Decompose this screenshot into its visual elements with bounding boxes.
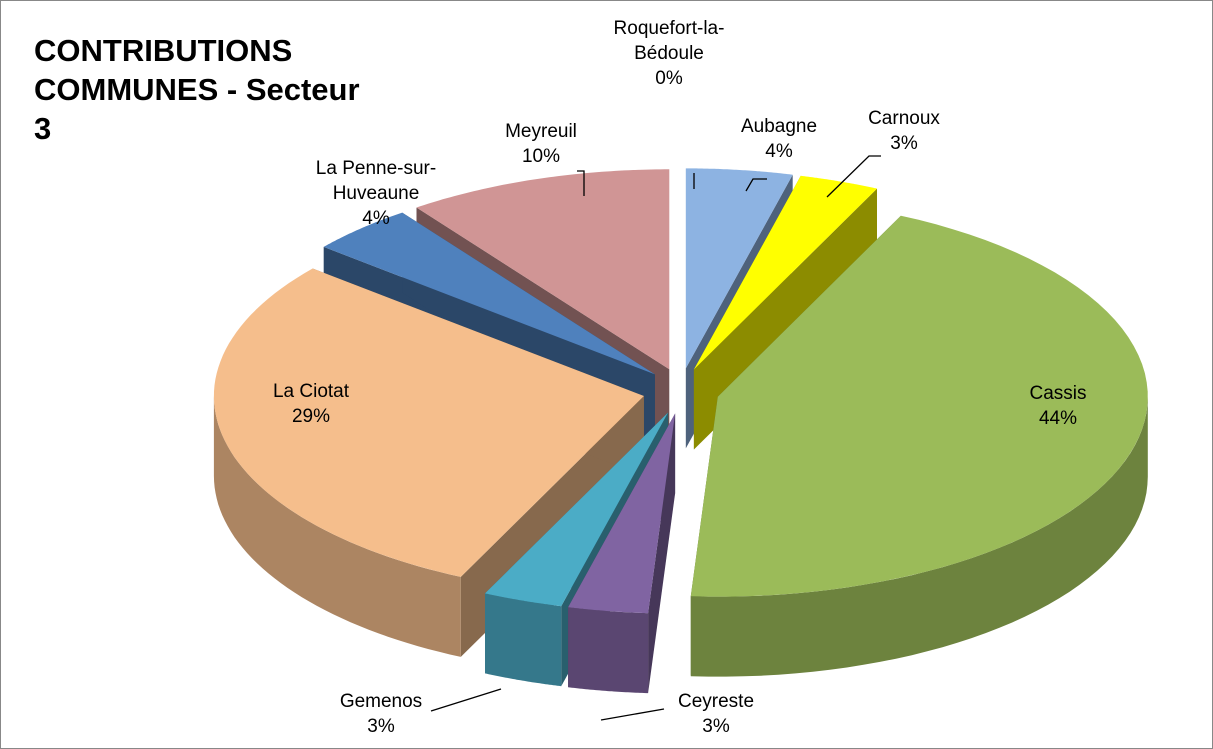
category-label: Meyreuil (505, 121, 577, 142)
leader-line (745, 178, 767, 192)
category-label: Aubagne (740, 116, 818, 137)
chart-title: CONTRIBUTIONS COMMUNES - Secteur 3 (34, 33, 360, 146)
data-label: La Penne-sur-Huveaune 4% (291, 156, 461, 231)
slice (416, 169, 670, 370)
slice (568, 413, 676, 614)
slice-wall (485, 593, 562, 687)
leader-line (430, 688, 502, 712)
slice (323, 212, 655, 375)
category-label: Ceyreste (677, 691, 755, 712)
category-label: Gemenos (339, 691, 423, 712)
category-label: Roquefort-la-Bédoule (613, 18, 725, 64)
data-label: Aubagne 4% (689, 114, 869, 164)
value-label: 44% (1038, 408, 1078, 429)
data-label: Cassis 44% (968, 381, 1148, 431)
data-label: Ceyreste 3% (626, 689, 806, 739)
data-label: La Ciotat 29% (221, 379, 401, 429)
category-label: Carnoux (868, 108, 940, 129)
slice-wall (690, 396, 1148, 677)
slice (693, 175, 877, 370)
leader-line (577, 170, 585, 196)
slice-wall (568, 607, 649, 694)
value-label: 3% (367, 716, 395, 737)
value-label: 29% (291, 406, 331, 427)
category-label: Cassis (1029, 383, 1087, 404)
leader-line (826, 155, 881, 198)
leader-line (600, 708, 665, 721)
data-label: Carnoux 3% (814, 106, 994, 156)
data-label: Gemenos 3% (291, 689, 471, 739)
value-label: 4% (765, 141, 793, 162)
data-label: Roquefort-la-Bédoule 0% (594, 16, 744, 91)
value-label: 10% (521, 146, 561, 167)
value-label: 3% (702, 716, 730, 737)
slice-wall (213, 396, 461, 657)
slice (690, 215, 1148, 597)
value-label: 3% (890, 133, 918, 154)
data-label: Meyreuil 10% (451, 119, 631, 169)
slice (213, 268, 644, 577)
category-label: La Ciotat (272, 381, 350, 402)
slice (685, 168, 793, 369)
slice (485, 412, 669, 607)
category-label: La Penne-sur-Huveaune (315, 158, 437, 204)
value-label: 0% (655, 68, 683, 89)
value-label: 4% (362, 208, 390, 229)
